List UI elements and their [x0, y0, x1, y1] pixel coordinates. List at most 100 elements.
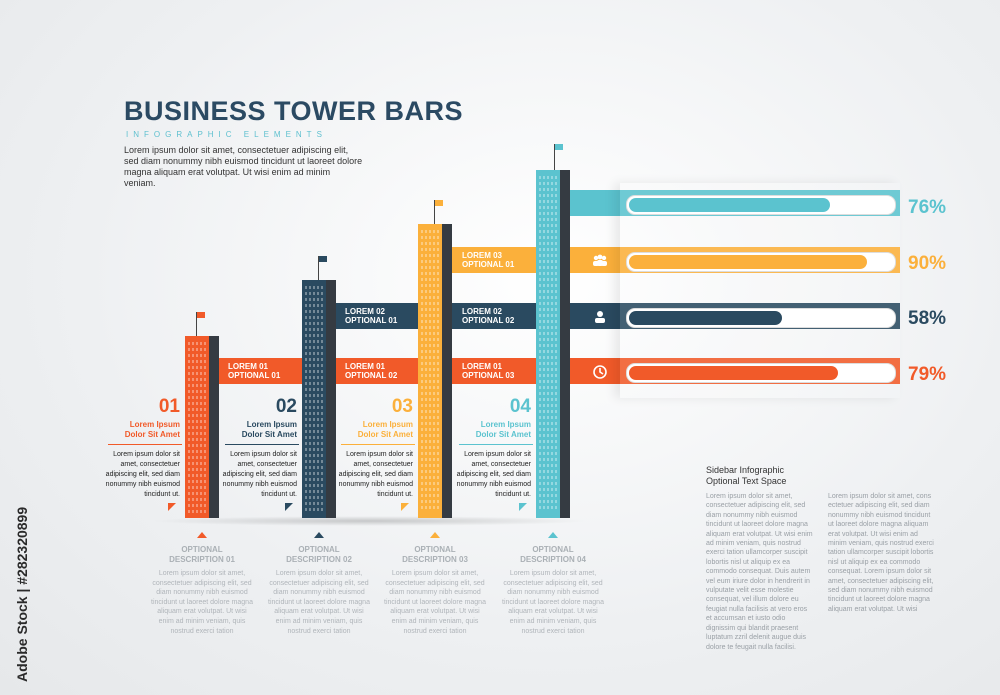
window [539, 338, 541, 341]
window [429, 350, 431, 353]
window [188, 474, 190, 477]
window [555, 410, 557, 413]
window [425, 482, 427, 485]
tower-side [442, 224, 452, 518]
window [192, 384, 194, 387]
window [421, 296, 423, 299]
window [551, 350, 553, 353]
window [433, 500, 435, 503]
tower-side [209, 336, 219, 518]
window [321, 316, 323, 319]
window [539, 386, 541, 389]
window [309, 478, 311, 481]
window [437, 242, 439, 245]
window [200, 408, 202, 411]
window [555, 230, 557, 233]
flagpole [318, 256, 319, 280]
window [551, 488, 553, 491]
window [317, 382, 319, 385]
window [188, 396, 190, 399]
window [188, 480, 190, 483]
window [421, 506, 423, 509]
window [539, 296, 541, 299]
progress-bar-2 [626, 252, 896, 272]
tower-03 [418, 200, 452, 518]
window [551, 242, 553, 245]
window [437, 254, 439, 257]
window [543, 278, 545, 281]
window [547, 464, 549, 467]
window [551, 296, 553, 299]
step-divider [459, 444, 533, 445]
window [433, 452, 435, 455]
window [200, 396, 202, 399]
window [539, 470, 541, 473]
window [305, 460, 307, 463]
window [200, 468, 202, 471]
window [192, 456, 194, 459]
window [321, 496, 323, 499]
window [555, 200, 557, 203]
window [539, 242, 541, 245]
window [543, 266, 545, 269]
window [547, 218, 549, 221]
window [547, 188, 549, 191]
window [421, 290, 423, 293]
window [551, 248, 553, 251]
window [196, 450, 198, 453]
window [433, 416, 435, 419]
step-text: Lorem ipsum dolor sit amet, consectetuer… [456, 451, 531, 498]
window [437, 380, 439, 383]
window [551, 506, 553, 509]
window [313, 436, 315, 439]
progress-fill [629, 311, 782, 325]
window [204, 444, 206, 447]
window [429, 398, 431, 401]
corner-mark [285, 503, 293, 511]
window [309, 316, 311, 319]
window [196, 414, 198, 417]
window [551, 428, 553, 431]
window [317, 412, 319, 415]
window [192, 504, 194, 507]
window [309, 364, 311, 367]
window [547, 344, 549, 347]
window [547, 266, 549, 269]
window [429, 464, 431, 467]
window [547, 224, 549, 227]
window [555, 284, 557, 287]
window [309, 304, 311, 307]
window [196, 420, 198, 423]
window [429, 266, 431, 269]
window [433, 458, 435, 461]
window [305, 406, 307, 409]
window [437, 248, 439, 251]
window [313, 484, 315, 487]
window [421, 464, 423, 467]
window [425, 248, 427, 251]
window [196, 474, 198, 477]
window [429, 374, 431, 377]
flag-icon [435, 200, 443, 206]
window [437, 434, 439, 437]
window [429, 248, 431, 251]
window [188, 444, 190, 447]
window [551, 254, 553, 257]
window [543, 458, 545, 461]
window [429, 338, 431, 341]
tower-front [302, 280, 326, 518]
window [425, 440, 427, 443]
window [429, 362, 431, 365]
window [204, 408, 206, 411]
window [317, 430, 319, 433]
window [313, 364, 315, 367]
window [204, 474, 206, 477]
window [547, 392, 549, 395]
window [433, 254, 435, 257]
window [421, 500, 423, 503]
window [539, 356, 541, 359]
window [305, 436, 307, 439]
window [192, 498, 194, 501]
window [555, 440, 557, 443]
window [555, 428, 557, 431]
